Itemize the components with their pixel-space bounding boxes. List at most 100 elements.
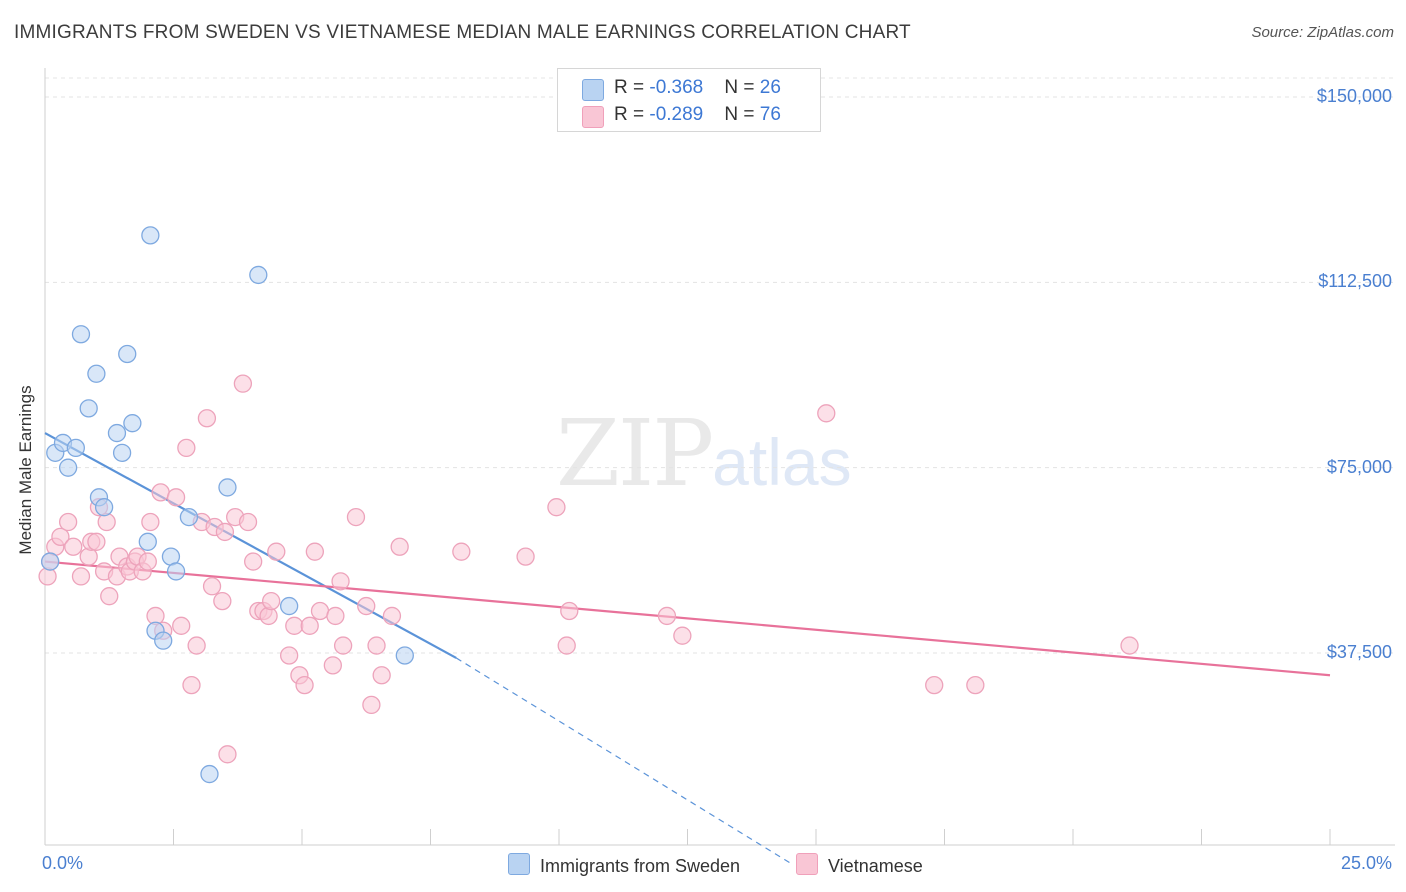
- data-point-vietnamese: [560, 601, 579, 621]
- data-point-vietnamese: [141, 512, 160, 532]
- data-point-sweden: [200, 764, 219, 784]
- data-point-vietnamese: [172, 616, 191, 635]
- data-point-vietnamese: [87, 532, 106, 551]
- data-point-vietnamese: [326, 606, 345, 626]
- r-label: R =: [614, 104, 650, 125]
- data-point-vietnamese: [187, 636, 206, 655]
- data-point-sweden: [40, 552, 60, 571]
- data-point-vietnamese: [233, 374, 253, 393]
- n-value-sweden: 26: [759, 77, 781, 98]
- data-point-sweden: [166, 562, 186, 581]
- data-point-vietnamese: [300, 616, 319, 635]
- data-point-vietnamese: [925, 675, 944, 695]
- data-point-vietnamese: [323, 656, 342, 675]
- data-point-vietnamese: [382, 606, 402, 626]
- data-point-vietnamese: [310, 601, 330, 621]
- data-point-sweden: [94, 498, 114, 517]
- legend-item-sweden[interactable]: Immigrants from Sweden: [508, 853, 740, 877]
- data-point-sweden: [66, 438, 85, 458]
- r-label: R =: [614, 77, 650, 98]
- data-point-sweden: [87, 364, 106, 383]
- n-label: N =: [724, 77, 760, 98]
- data-point-vietnamese: [182, 675, 201, 695]
- watermark: ZIPatlas: [556, 400, 852, 507]
- y-tick-label: $75,000: [1326, 456, 1392, 477]
- data-point-sweden: [71, 325, 91, 344]
- data-point-vietnamese: [285, 616, 304, 635]
- data-point-vietnamese: [357, 596, 376, 616]
- data-point-vietnamese: [215, 522, 235, 542]
- data-point-sweden: [249, 265, 268, 285]
- data-point-vietnamese: [279, 646, 299, 665]
- data-point-vietnamese: [516, 547, 535, 566]
- trend-line-extension: [455, 657, 791, 864]
- data-point-vietnamese: [71, 567, 91, 586]
- data-point-vietnamese: [259, 606, 278, 626]
- x-tick-label: 25.0%: [1340, 853, 1392, 873]
- y-axis-label: Median Male Earnings: [16, 385, 35, 555]
- data-point-vietnamese: [817, 404, 836, 423]
- data-point-vietnamese: [244, 552, 263, 571]
- data-point-vietnamese: [97, 512, 116, 532]
- data-point-vietnamese: [151, 483, 170, 502]
- data-point-vietnamese: [557, 636, 576, 655]
- data-point-vietnamese: [177, 438, 196, 458]
- y-tick-label: $37,500: [1326, 642, 1392, 662]
- y-tick-label: $150,000: [1316, 86, 1392, 106]
- data-point-vietnamese: [362, 695, 381, 715]
- data-point-sweden: [138, 532, 157, 551]
- data-point-vietnamese: [197, 409, 217, 428]
- data-point-vietnamese: [238, 512, 258, 532]
- data-point-vietnamese: [333, 636, 353, 655]
- data-point-sweden: [154, 631, 173, 650]
- x-tick-label: 0.0%: [42, 853, 84, 873]
- data-point-sweden: [79, 399, 98, 418]
- data-point-vietnamese: [202, 577, 222, 596]
- n-value-vietnamese: 76: [759, 104, 781, 125]
- data-point-vietnamese: [547, 498, 566, 517]
- y-tick-label: $112,500: [1318, 271, 1392, 292]
- data-point-vietnamese: [305, 542, 325, 561]
- r-value-vietnamese: -0.289: [649, 104, 704, 125]
- data-point-vietnamese: [372, 666, 391, 685]
- chart-title: IMMIGRANTS FROM SWEDEN VS VIETNAMESE MED…: [14, 22, 911, 43]
- data-point-vietnamese: [213, 591, 232, 611]
- data-point-vietnamese: [218, 745, 237, 764]
- data-point-vietnamese: [390, 537, 409, 556]
- data-point-vietnamese: [966, 675, 985, 695]
- r-value-sweden: -0.368: [649, 77, 704, 98]
- legend-swatch-vietnamese: [796, 853, 818, 875]
- data-point-vietnamese: [51, 527, 70, 547]
- data-point-sweden: [218, 478, 237, 497]
- data-point-vietnamese: [452, 542, 471, 561]
- data-point-sweden: [141, 226, 160, 245]
- data-point-sweden: [395, 646, 414, 665]
- legend-item-vietnamese[interactable]: Vietnamese: [796, 853, 923, 877]
- data-point-vietnamese: [38, 567, 57, 586]
- n-label: N =: [724, 104, 760, 125]
- data-point-vietnamese: [331, 572, 350, 591]
- watermark-zip: ZIP: [556, 400, 714, 507]
- watermark-atlas: atlas: [712, 425, 852, 499]
- data-point-vietnamese: [657, 606, 677, 626]
- data-point-sweden: [107, 423, 127, 443]
- data-point-vietnamese: [267, 542, 286, 561]
- trend-line-vietnamese: [44, 560, 1331, 677]
- legend-label-vietnamese: Vietnamese: [828, 856, 923, 876]
- legend-swatch-sweden: [508, 853, 530, 875]
- swatch-sweden: [582, 79, 604, 101]
- data-point-vietnamese: [295, 675, 314, 695]
- stats-legend: R = -0.368 N = 26 R = -0.289 N = 76: [557, 68, 821, 132]
- data-point-sweden: [58, 458, 78, 477]
- source-label: Source: ZipAtlas.com: [1251, 24, 1394, 41]
- data-point-vietnamese: [1120, 636, 1139, 655]
- data-point-sweden: [112, 443, 132, 462]
- data-point-sweden: [179, 507, 199, 527]
- legend-label-sweden: Immigrants from Sweden: [540, 856, 741, 876]
- data-point-vietnamese: [166, 488, 186, 507]
- data-point-sweden: [123, 414, 142, 433]
- data-point-vietnamese: [100, 587, 119, 606]
- data-point-vietnamese: [64, 537, 83, 556]
- data-point-vietnamese: [673, 626, 692, 645]
